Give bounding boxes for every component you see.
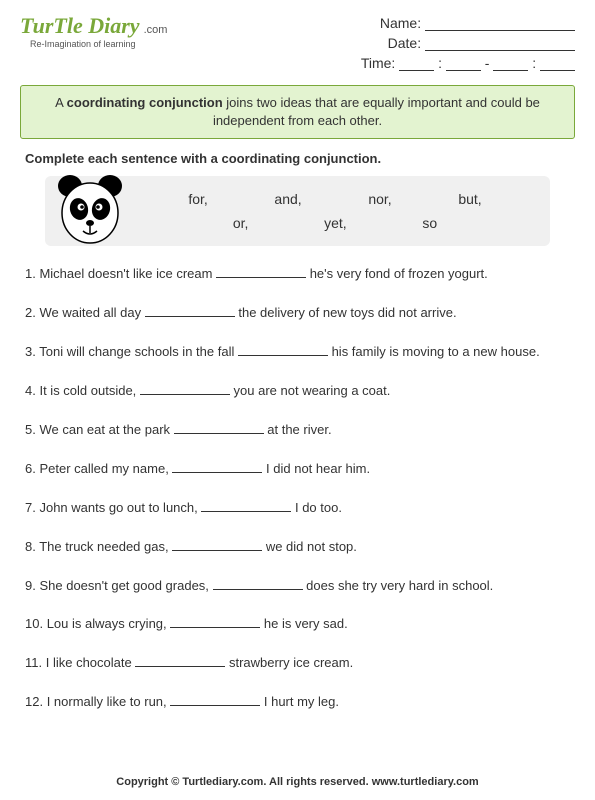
word-item: nor, — [368, 191, 391, 207]
question-item: 8. The truck needed gas, we did not stop… — [25, 539, 570, 556]
time-blank[interactable] — [399, 59, 434, 71]
question-item: 6. Peter called my name, I did not hear … — [25, 461, 570, 478]
word-item: but, — [458, 191, 481, 207]
word-bank: for, and, nor, but, or, yet, so — [45, 176, 550, 246]
question-item: 12. I normally like to run, I hurt my le… — [25, 694, 570, 711]
answer-blank[interactable] — [172, 541, 262, 551]
answer-blank[interactable] — [238, 346, 328, 356]
word-bank-row2: or, yet, so — [135, 211, 535, 235]
answer-blank[interactable] — [213, 580, 303, 590]
logo-tagline: Re-Imagination of learning — [30, 39, 167, 49]
definition-box: A coordinating conjunction joins two ide… — [20, 85, 575, 139]
question-item: 9. She doesn't get good grades, does she… — [25, 578, 570, 595]
question-item: 2. We waited all day the delivery of new… — [25, 305, 570, 322]
answer-blank[interactable] — [170, 696, 260, 706]
definition-prefix: A — [55, 95, 67, 110]
answer-blank[interactable] — [201, 502, 291, 512]
panda-icon — [55, 171, 125, 246]
logo-main: TurTle Diary — [20, 13, 140, 38]
question-item: 5. We can eat at the park at the river. — [25, 422, 570, 439]
answer-blank[interactable] — [216, 268, 306, 278]
time-blank[interactable] — [446, 59, 481, 71]
question-item: 11. I like chocolate strawberry ice crea… — [25, 655, 570, 672]
word-item: yet, — [324, 215, 347, 231]
definition-suffix: joins two ideas that are equally importa… — [213, 95, 540, 128]
student-fields: Name: Date: Time: : - : — [361, 15, 575, 75]
instructions: Complete each sentence with a coordinati… — [25, 151, 575, 166]
definition-term: coordinating conjunction — [67, 95, 223, 110]
date-blank[interactable] — [425, 39, 575, 51]
answer-blank[interactable] — [135, 657, 225, 667]
word-bank-row1: for, and, nor, but, — [135, 187, 535, 211]
time-blank[interactable] — [493, 59, 528, 71]
questions-list: 1. Michael doesn't like ice cream he's v… — [20, 266, 575, 711]
word-item: and, — [274, 191, 301, 207]
name-blank[interactable] — [425, 19, 575, 31]
question-item: 10. Lou is always crying, he is very sad… — [25, 616, 570, 633]
question-item: 7. John wants go out to lunch, I do too. — [25, 500, 570, 517]
word-item: for, — [188, 191, 207, 207]
name-field: Name: — [361, 15, 575, 31]
logo-domain: .com — [144, 24, 168, 36]
question-item: 3. Toni will change schools in the fall … — [25, 344, 570, 361]
time-blank[interactable] — [540, 59, 575, 71]
word-item: or, — [233, 215, 249, 231]
answer-blank[interactable] — [170, 618, 260, 628]
logo: TurTle Diary .com Re-Imagination of learn… — [20, 15, 167, 49]
worksheet-header: TurTle Diary .com Re-Imagination of learn… — [20, 15, 575, 75]
question-item: 1. Michael doesn't like ice cream he's v… — [25, 266, 570, 283]
answer-blank[interactable] — [140, 385, 230, 395]
copyright-footer: Copyright © Turtlediary.com. All rights … — [0, 776, 595, 788]
time-field: Time: : - : — [361, 55, 575, 71]
answer-blank[interactable] — [174, 424, 264, 434]
answer-blank[interactable] — [172, 463, 262, 473]
answer-blank[interactable] — [145, 307, 235, 317]
date-field: Date: — [361, 35, 575, 51]
word-item: so — [422, 215, 437, 231]
question-item: 4. It is cold outside, you are not weari… — [25, 383, 570, 400]
logo-text: TurTle Diary .com — [20, 15, 167, 37]
